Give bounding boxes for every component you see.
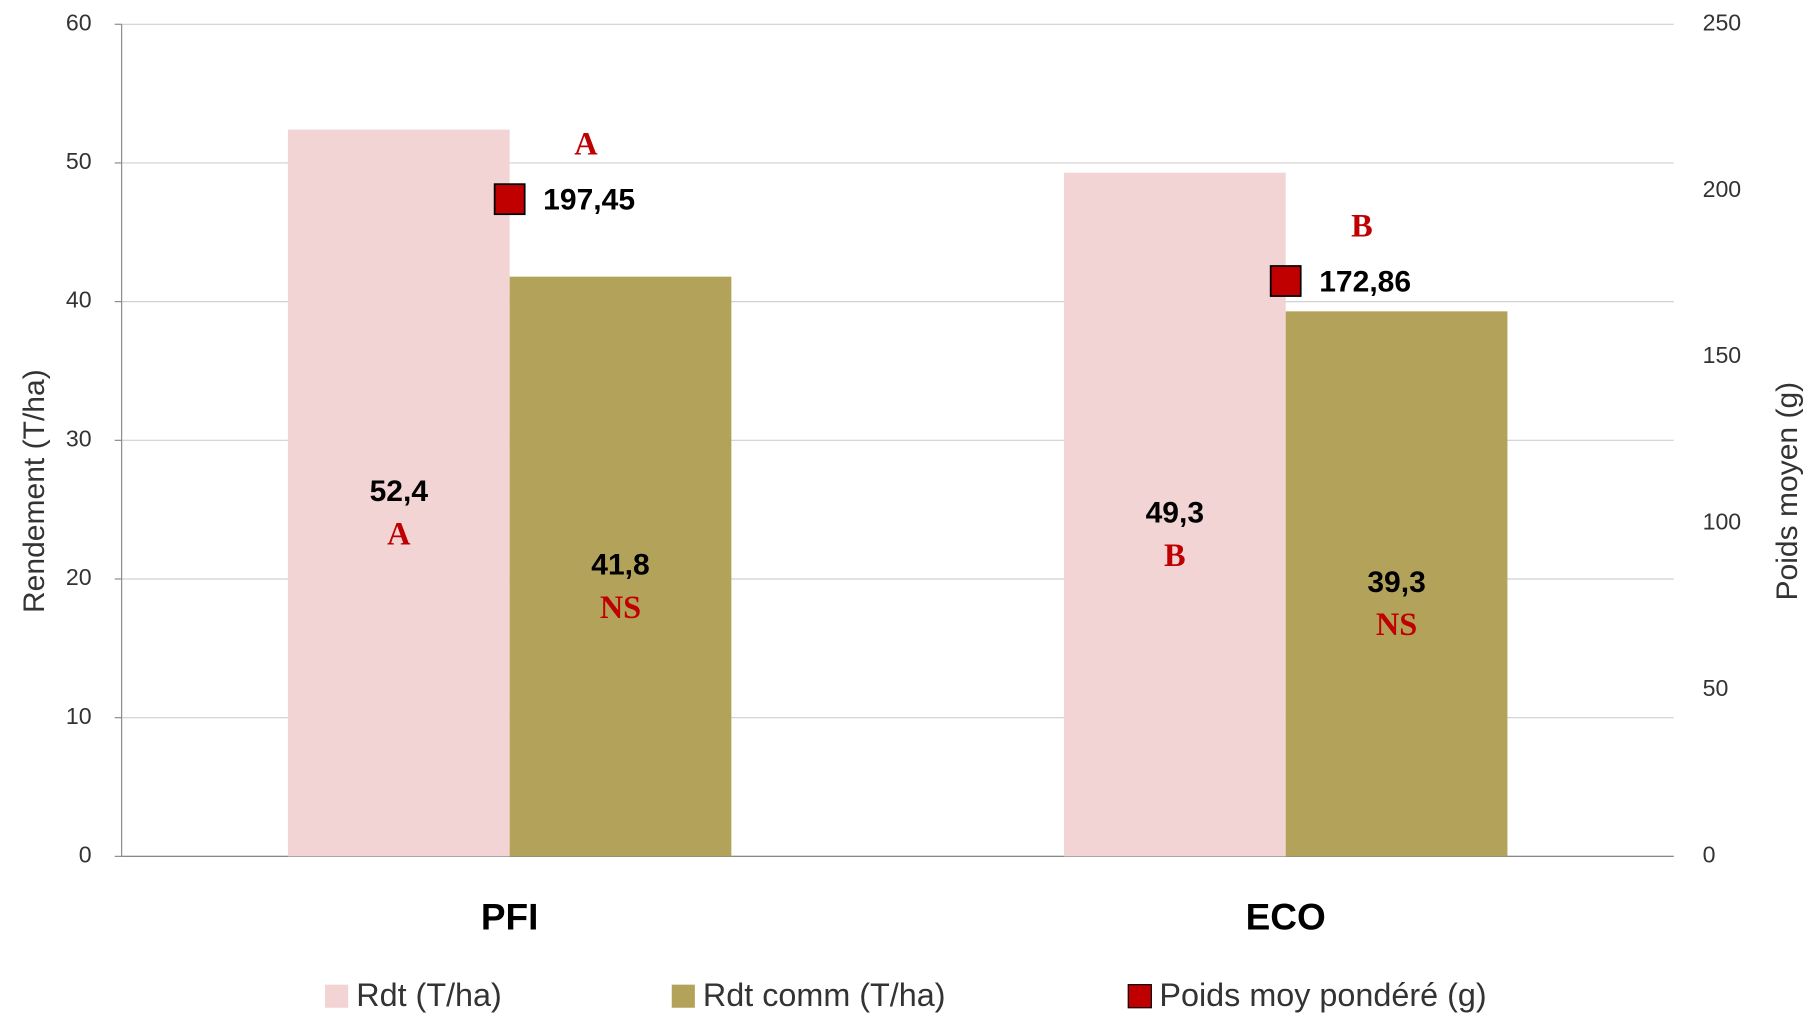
legend-label: Rdt comm (T/ha)	[703, 977, 946, 1013]
bar	[287, 129, 510, 857]
legend-label: Rdt (T/ha)	[356, 977, 502, 1013]
bar	[509, 276, 732, 857]
bar	[1063, 172, 1286, 857]
y2-tick-label: 250	[1703, 9, 1742, 35]
y-tick-label: 10	[66, 703, 92, 729]
data-label: 39,3	[1367, 566, 1425, 599]
y-tick-label: 60	[66, 9, 92, 35]
y2-tick-label: 50	[1703, 675, 1729, 701]
y-axis-label: Rendement (T/ha)	[18, 369, 51, 613]
y-tick-label: 40	[66, 287, 92, 313]
y-tick-label: 0	[79, 841, 92, 867]
legend-swatch	[325, 984, 349, 1008]
significance-letter: NS	[1376, 606, 1417, 642]
significance-letter: A	[574, 126, 598, 162]
data-label: 52,4	[370, 475, 429, 508]
legend-swatch	[671, 984, 695, 1008]
y2-tick-label: 0	[1703, 841, 1716, 867]
data-label: 49,3	[1146, 496, 1204, 529]
data-label: 172,86	[1319, 265, 1411, 298]
legend-label: Poids moy pondéré (g)	[1159, 977, 1486, 1013]
marker	[1269, 265, 1302, 297]
data-label: 41,8	[591, 548, 649, 581]
significance-letter: NS	[600, 589, 641, 625]
y2-tick-label: 150	[1703, 342, 1742, 368]
y2-tick-label: 200	[1703, 176, 1742, 202]
bar	[1285, 311, 1508, 857]
significance-letter: B	[1164, 537, 1186, 573]
y2-tick-label: 100	[1703, 509, 1742, 535]
y-tick-label: 30	[66, 425, 92, 451]
significance-letter: B	[1351, 207, 1373, 243]
x-tick-label: PFI	[481, 897, 539, 938]
marker	[493, 183, 526, 216]
x-tick-label: ECO	[1246, 897, 1326, 938]
y2-axis-label: Poids moyen (g)	[1771, 382, 1804, 601]
data-label: 197,45	[543, 183, 635, 216]
legend-swatch	[1127, 984, 1152, 1009]
significance-letter: A	[387, 515, 411, 551]
y-tick-label: 50	[66, 148, 92, 174]
y-tick-label: 20	[66, 564, 92, 590]
